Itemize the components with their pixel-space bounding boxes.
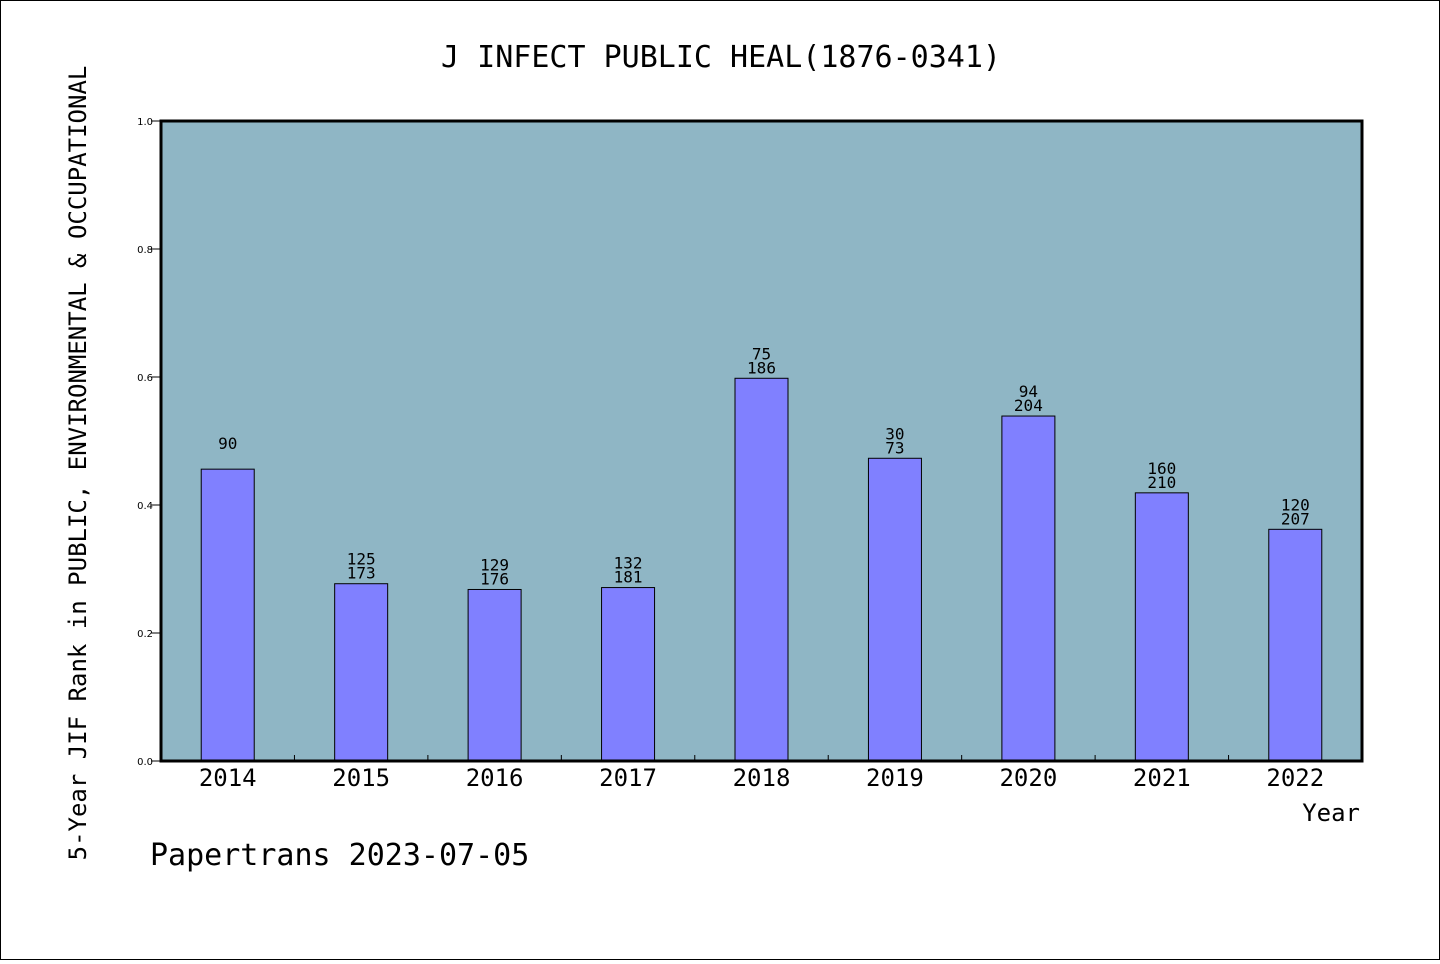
- bar-2022: [1268, 528, 1323, 762]
- data-label-lower: 207: [1281, 509, 1310, 528]
- x-tick-label: 2016: [466, 764, 524, 792]
- x-axis-label: Year: [1302, 799, 1360, 827]
- data-label-lower: 186: [747, 358, 776, 377]
- y-tick-label: 1.0: [137, 117, 153, 128]
- bar-2017: [601, 587, 656, 762]
- footer-credit: Papertrans 2023-07-05: [150, 838, 529, 873]
- x-tick-label: 2022: [1266, 764, 1324, 792]
- data-label-upper: 94: [1019, 382, 1038, 401]
- y-tick-label: 0.0: [137, 757, 153, 768]
- y-ticks-group: 0.0 0.2 0.4 0.6 0.8 1.0: [137, 117, 161, 768]
- data-label-upper: 30: [885, 424, 904, 443]
- x-tick-label: 2019: [866, 764, 924, 792]
- x-tick-label: 2018: [733, 764, 791, 792]
- bar-2021: [1134, 492, 1189, 762]
- y-tick-label: 0.4: [137, 501, 153, 512]
- data-label-upper: 75: [752, 344, 771, 363]
- x-tick-label: 2021: [1133, 764, 1191, 792]
- data-label-lower: 181: [614, 568, 643, 587]
- bars-group: [200, 377, 1323, 762]
- y-axis-label: 5-Year JIF Rank in PUBLIC, ENVIRONMENTAL…: [64, 66, 92, 861]
- bar-2014: [200, 468, 255, 762]
- chart-title: J INFECT PUBLIC HEAL(1876-0341): [441, 40, 1001, 75]
- bar-2020: [1001, 415, 1056, 762]
- bar-2016: [467, 588, 522, 762]
- data-label-lower: 73: [885, 438, 904, 457]
- y-tick-label: 0.6: [137, 373, 153, 384]
- x-tick-label: 2014: [199, 764, 257, 792]
- data-label-upper: 160: [1147, 459, 1176, 478]
- bar-2018: [734, 377, 789, 762]
- y-tick-label: 0.2: [137, 629, 153, 640]
- bar-2015: [334, 583, 389, 762]
- data-label-upper: 132: [614, 554, 643, 573]
- x-ticks-group: 2014 2015 2016 2017 2018 2019 2020 2021 2022: [199, 755, 1324, 792]
- data-label-upper: 129: [480, 555, 509, 574]
- x-tick-label: 2015: [332, 764, 390, 792]
- y-tick-label: 0.8: [137, 245, 153, 256]
- plot-border: [159, 119, 1364, 763]
- x-tick-label: 2017: [599, 764, 657, 792]
- data-label-upper: 125: [347, 550, 376, 569]
- bar-2019: [867, 457, 922, 762]
- data-label-lower: 176: [480, 569, 509, 588]
- data-label-lower: 204: [1014, 396, 1043, 415]
- data-label-lower: 210: [1147, 473, 1176, 492]
- x-tick-label: 2020: [999, 764, 1057, 792]
- data-label-lower: 173: [347, 564, 376, 583]
- data-label-upper: 120: [1281, 495, 1310, 514]
- data-label: 90: [218, 434, 237, 453]
